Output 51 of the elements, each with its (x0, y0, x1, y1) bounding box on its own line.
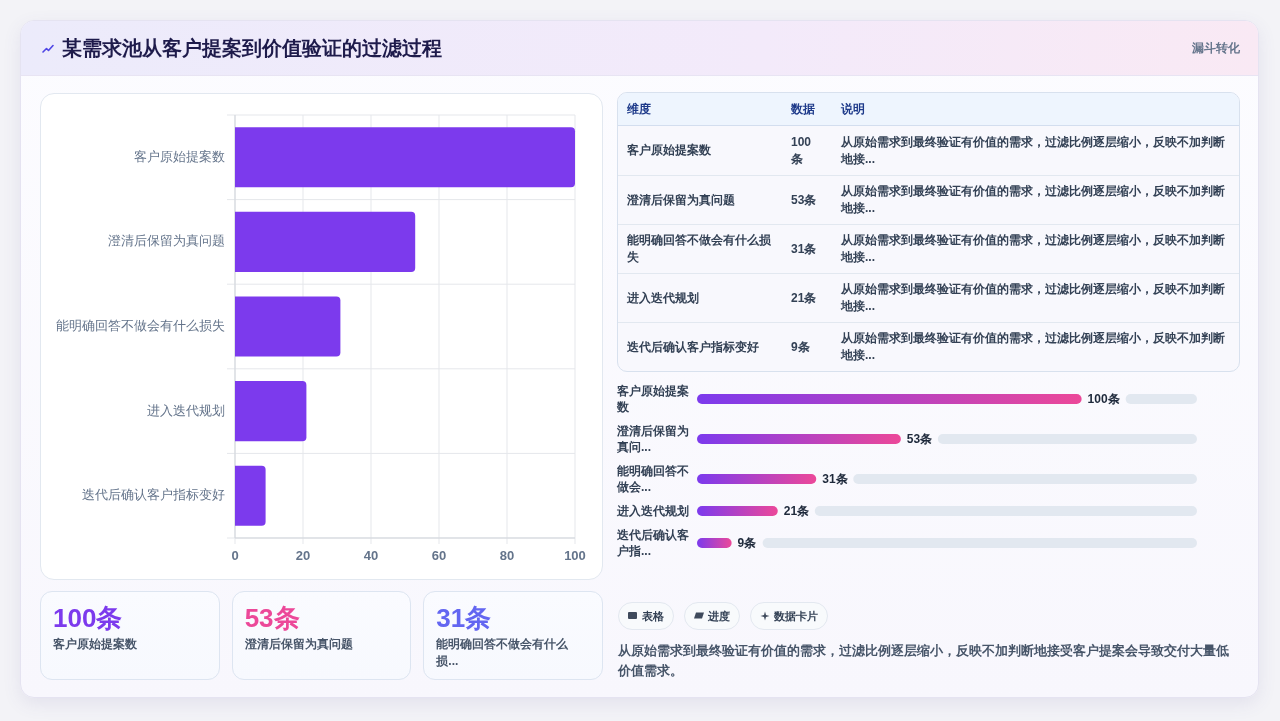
bar (235, 211, 416, 272)
y-tick-label: 客户原始提案数 (617, 383, 690, 415)
x-tick-label: 60 (431, 548, 447, 564)
bar (235, 381, 307, 442)
text: 从原始需求到最终验证有价值的需求，过滤比例逐层缩小，反映不加判断地接... (841, 281, 1226, 315)
text: 100条 (791, 134, 812, 166)
y-tick-label: 迭代后确认客户指... (617, 527, 690, 559)
category-label: 能明确回答不做会有什么损... (436, 636, 570, 670)
category-label: 澄清后保留为真问题 (244, 636, 354, 653)
text: 从原始需求到最终验证有价值的需求，过滤比例逐层缩小，反映不加判断地接受客户提案会导致交付大量低价值需求。 (618, 642, 1230, 680)
data-label: 53条 (906, 431, 933, 447)
bar (235, 465, 266, 526)
text: 从原始需求到最终验证有价值的需求，过滤比例逐层缩小，反映不加判断地接... (841, 183, 1226, 217)
bar (235, 296, 341, 357)
text: 31条 (791, 241, 817, 256)
text: 从原始需求到最终验证有价值的需求，过滤比例逐层缩小，反映不加判断地接... (841, 232, 1226, 266)
y-tick-label: 能明确回答不做会有什么损失 (56, 317, 225, 333)
category-label: 客户原始提案数 (53, 636, 138, 653)
data-label: 100条 (1087, 391, 1120, 407)
data-label: 31条 (822, 471, 848, 487)
category-label: 数据卡片 (774, 609, 818, 623)
text: 100条 (53, 603, 123, 633)
bar (235, 127, 575, 188)
text: 9条 (791, 339, 810, 354)
text: 从原始需求到最终验证有价值的需求，过滤比例逐层缩小，反映不加判断地接... (841, 133, 1226, 168)
text: 说明 (841, 101, 865, 118)
x-tick-label: 0 (231, 548, 239, 564)
x-tick-label: 80 (499, 548, 515, 564)
x-tick-label: 40 (363, 548, 379, 564)
category-label: 进度 (708, 609, 730, 623)
text: 53条 (244, 603, 300, 633)
data-label: 9条 (737, 535, 757, 551)
category-label: 表格 (642, 609, 664, 623)
text: 21条 (791, 290, 817, 305)
y-tick-label: 迭代后确认客户指标变好 (82, 487, 225, 503)
text: 53条 (791, 192, 817, 207)
y-tick-label: 澄清后保留为真问... (617, 423, 690, 455)
text: 维度 (627, 101, 651, 118)
y-tick-label: 能明确回答不做会... (617, 463, 690, 495)
text: 从原始需求到最终验证有价值的需求，过滤比例逐层缩小，反映不加判断地接... (841, 330, 1226, 364)
y-tick-label: 客户原始提案数 (134, 148, 225, 164)
data-label: 21条 (783, 503, 810, 519)
y-tick-label: 进入迭代规划 (147, 402, 225, 418)
x-tick-label: 100 (564, 548, 586, 564)
text: 31条 (436, 603, 492, 633)
text: 漏斗转化 (1192, 40, 1240, 57)
y-tick-label: 进入迭代规划 (617, 503, 690, 519)
x-tick-label: 20 (295, 548, 311, 564)
text: 数据 (791, 101, 815, 118)
y-tick-label: 澄清后保留为真问题 (108, 233, 225, 249)
text: 某需求池从客户提案到价值验证的过滤过程 (62, 36, 442, 61)
